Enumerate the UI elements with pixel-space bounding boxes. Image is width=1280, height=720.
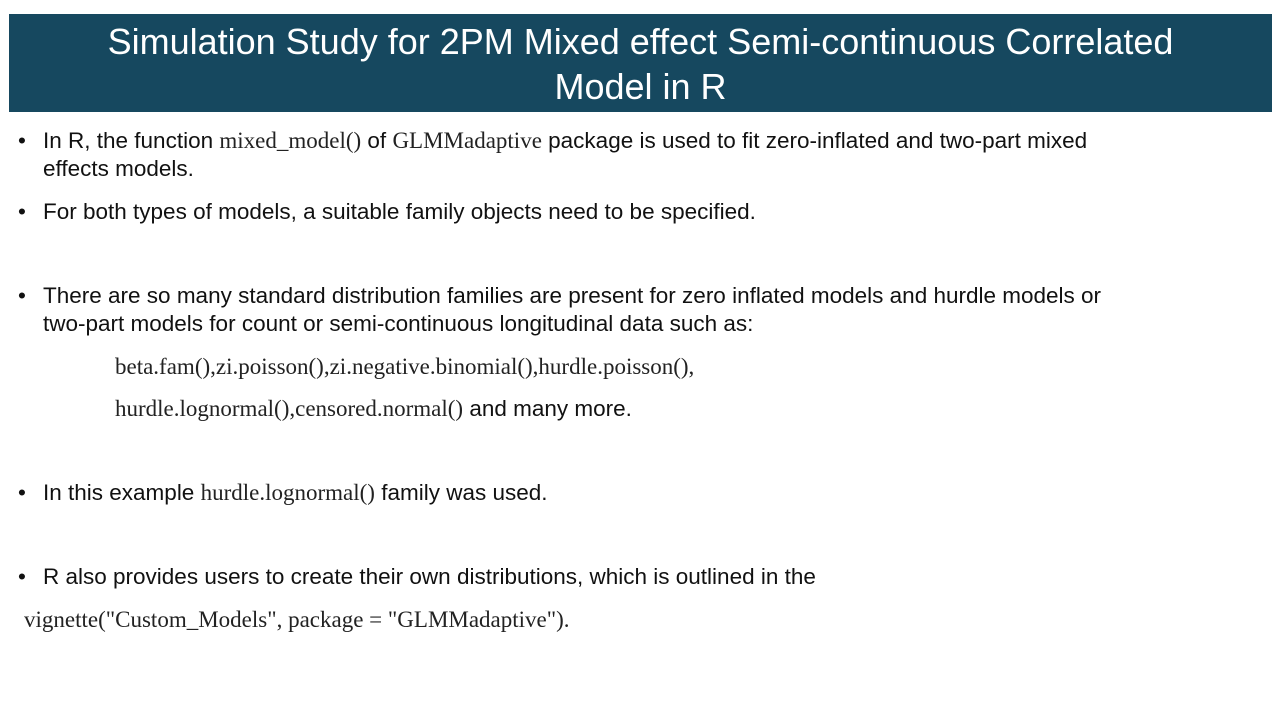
bullet-text-line1: There are so many standard distribution … <box>43 283 1102 308</box>
bullet-mixed-model: • In R, the function mixed_model() of GL… <box>18 127 1268 183</box>
bullet-text: R also provides users to create their ow… <box>43 564 816 589</box>
bullet-example-family: • In this example hurdle.lognormal() fam… <box>18 479 1268 507</box>
bullet-family-objects: • For both types of models, a suitable f… <box>18 198 1268 226</box>
bullet-custom-distributions: • R also provides users to create their … <box>18 563 1268 591</box>
family-list-line-1: beta.fam(),zi.poisson(),zi.negative.bino… <box>115 354 695 379</box>
family-list-code: hurdle.lognormal(),censored.normal() <box>115 396 464 421</box>
family-list-suffix: and many more. <box>463 396 632 421</box>
bullet-text-part2: family was used. <box>374 480 548 505</box>
code-glmmadaptive: GLMMadaptive <box>392 128 542 153</box>
bullet-text-part1: In R, the function <box>43 128 220 153</box>
bullet-text: There are so many standard distribution … <box>43 282 1268 338</box>
family-list-line-2: hurdle.lognormal(),censored.normal() and… <box>115 395 632 423</box>
bullet-text: In R, the function mixed_model() of GLMM… <box>43 127 1268 183</box>
title-line-1: Simulation Study for 2PM Mixed effect Se… <box>107 21 1174 62</box>
bullet-text-part1: In this example <box>43 480 201 505</box>
bullet-text: In this example hurdle.lognormal() famil… <box>43 479 1268 507</box>
bullet-dot: • <box>18 128 26 153</box>
slide-title: Simulation Study for 2PM Mixed effect Se… <box>108 17 1174 109</box>
vignette-code: vignette("Custom_Models", package = "GLM… <box>24 607 570 632</box>
title-line-2: Model in R <box>554 66 727 107</box>
bullet-distribution-families: • There are so many standard distributio… <box>18 282 1268 338</box>
bullet-text-part2: of <box>361 128 393 153</box>
bullet-dot: • <box>18 480 26 505</box>
bullet-text: For both types of models, a suitable fam… <box>43 199 756 224</box>
bullet-text-line2: two-part models for count or semi-contin… <box>43 311 754 336</box>
title-banner: Simulation Study for 2PM Mixed effect Se… <box>9 14 1272 112</box>
bullet-text-line2: effects models. <box>43 156 194 181</box>
bullet-text-part3: package is used to fit zero-inflated and… <box>541 128 1088 153</box>
code-mixed-model: mixed_model() <box>219 128 362 153</box>
code-hurdle-lognormal: hurdle.lognormal() <box>200 480 375 505</box>
bullet-dot: • <box>18 283 26 308</box>
bullet-dot: • <box>18 199 26 224</box>
bullet-dot: • <box>18 564 26 589</box>
